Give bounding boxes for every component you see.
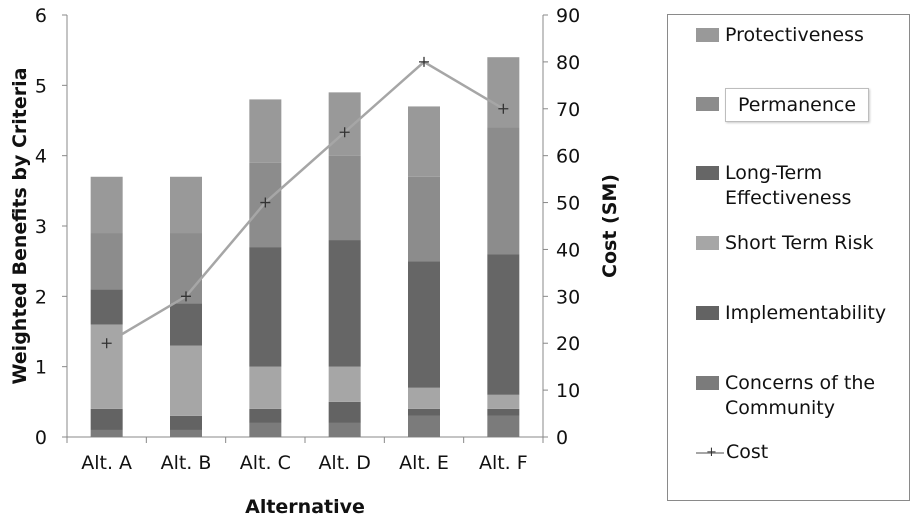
y2-axis-title: Cost (SM) [599, 174, 621, 278]
bar-segment [328, 366, 361, 402]
bar-segment [487, 57, 520, 128]
legend-label: Concerns of the Community [725, 372, 876, 419]
legend-item-short-term-risk: Short Term Risk [696, 231, 905, 256]
legend-line-marker: + [706, 445, 717, 460]
bar-segment [328, 240, 361, 367]
bar-segment [170, 429, 202, 437]
y-tick-label: 2 [35, 286, 47, 308]
x-tick-label: Alt. A [81, 452, 132, 474]
y-tick-label: 1 [35, 357, 47, 379]
bar-segment [328, 92, 361, 156]
x-tick-label: Alt. B [161, 452, 212, 474]
bar-segment [408, 176, 440, 262]
x-tick-label: Alt. C [240, 452, 291, 474]
legend-swatch [696, 376, 719, 390]
y2-tick-label: 40 [556, 239, 580, 261]
bar-segment [408, 106, 440, 177]
y2-tick-label: 60 [556, 146, 580, 168]
bar-segment [170, 345, 202, 416]
y-axis-title: Weighted Benefits by Criteria [9, 68, 31, 385]
x-axis-title: Alternative [245, 496, 365, 518]
legend-item-implementability: Implementability [696, 301, 905, 326]
legend-label: Cost [726, 441, 769, 463]
bar-segment [408, 261, 440, 388]
bar-segment [487, 415, 520, 437]
legend-swatch [696, 306, 719, 320]
bar-segment [328, 401, 361, 423]
legend-swatch [696, 97, 719, 111]
bar-segment [170, 303, 202, 346]
legend-item-protectiveness: Protectiveness [696, 23, 905, 48]
bar-segment [249, 422, 282, 437]
bar-segment [249, 366, 282, 409]
y2-tick-label: 80 [556, 52, 580, 74]
cost-point-marker [181, 291, 191, 302]
bar-segment [328, 155, 361, 241]
y2-tick-label: 0 [556, 427, 568, 449]
legend-item-long-term-effectiveness: Long-Term Effectiveness [696, 161, 895, 211]
legend-swatch [696, 166, 719, 180]
y2-tick-label: 20 [556, 333, 580, 355]
bar-segment [170, 415, 202, 430]
cost-point-marker [260, 197, 271, 208]
legend-item-cost: + Cost [696, 440, 906, 465]
cost-point-marker [101, 338, 112, 349]
bar-segment [249, 247, 282, 367]
y-tick-label: 4 [35, 146, 47, 168]
bar-segment [249, 99, 282, 163]
bar-segment [408, 415, 440, 437]
legend-label: Permanence [725, 88, 870, 122]
x-tick-label: Alt. E [399, 452, 449, 474]
y-tick-label: 3 [35, 216, 47, 238]
legend-line-swatch: + [696, 446, 724, 459]
x-tick-label: Alt. D [318, 452, 370, 474]
bar-segment [90, 176, 123, 234]
y2-tick-label: 30 [556, 286, 580, 308]
y2-tick-label: 10 [556, 380, 580, 402]
y2-tick-label: 50 [556, 193, 580, 215]
legend-swatch [696, 28, 719, 42]
legend-label: Long-Term Effectiveness [725, 162, 852, 209]
legend-swatch [696, 236, 719, 250]
cost-point-marker [419, 56, 429, 67]
bar-segment [90, 429, 123, 437]
y-tick-label: 0 [35, 427, 47, 449]
bar-segment [328, 422, 361, 437]
bar-segment [90, 233, 123, 290]
bar-segment [90, 408, 123, 430]
y-tick-label: 6 [35, 5, 47, 27]
legend-item-concerns-of-the-community: Concerns of the Community [696, 371, 885, 421]
bar-segment [487, 254, 520, 395]
bar-segment [487, 394, 520, 409]
legend-item-permanence: Permanence [696, 88, 870, 122]
legend-label: Implementability [725, 302, 887, 324]
bar-segment [487, 127, 520, 255]
cost-line [106, 60, 504, 345]
bar-segment [90, 289, 123, 325]
bar-segment [408, 408, 440, 416]
y2-tick-label: 70 [556, 99, 580, 121]
x-tick-label: Alt. F [479, 452, 528, 474]
y2-tick-label: 90 [556, 5, 580, 27]
bar-segment [408, 387, 440, 409]
bar-segment [487, 408, 520, 416]
bar-segment [249, 408, 282, 423]
bar-segment [170, 176, 202, 234]
legend: Protectiveness Permanence Long-Term Effe… [667, 14, 910, 501]
legend-label: Protectiveness [725, 24, 864, 46]
y-tick-label: 5 [35, 75, 47, 97]
legend-label: Short Term Risk [725, 232, 874, 254]
cost-point-marker [339, 127, 350, 138]
cost-point-marker [498, 103, 509, 114]
